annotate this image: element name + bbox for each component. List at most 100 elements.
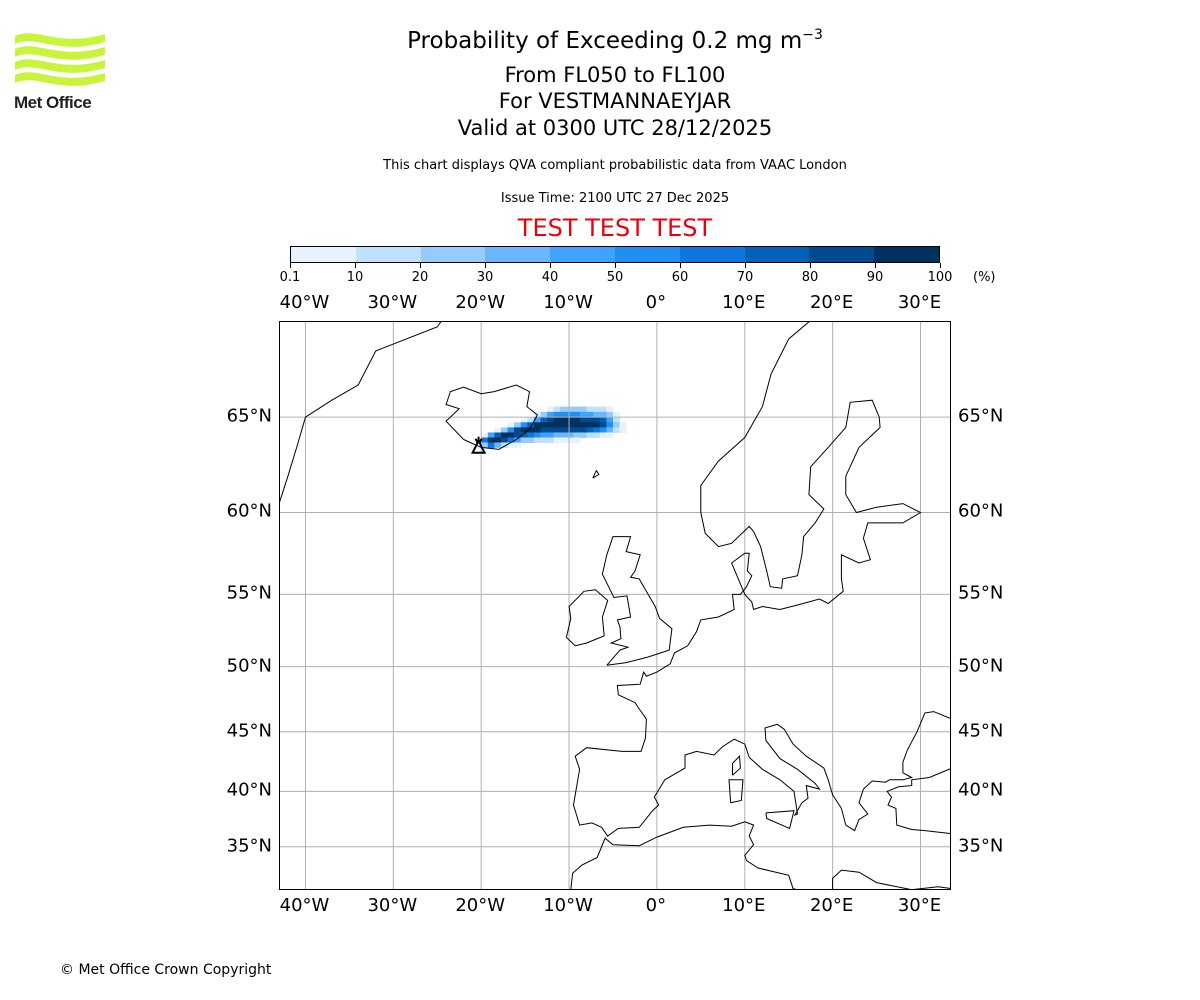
probability-cell — [560, 427, 568, 433]
probability-cell — [514, 427, 522, 433]
probability-cell — [547, 427, 555, 433]
lon-tick-label-bottom: 20°E — [809, 895, 854, 916]
colorbar-segment — [614, 247, 680, 262]
colorbar-segment — [874, 247, 939, 262]
lon-tick-label-top: 30°E — [897, 292, 942, 313]
probability-cell — [547, 422, 555, 428]
lon-tick-label-top: 30°W — [367, 292, 418, 313]
probability-cell — [606, 422, 614, 428]
probability-cell — [612, 427, 621, 433]
probability-cell — [573, 406, 581, 413]
map-canvas — [280, 322, 950, 889]
colorbar-tick — [549, 263, 551, 268]
colorbar-tick — [614, 263, 616, 268]
lon-tick-label-top: 20°W — [455, 292, 506, 313]
probability-cell — [566, 417, 574, 423]
coastline-iceland — [445, 384, 539, 450]
lon-tick-label-bottom: 10°W — [543, 895, 593, 916]
lat-tick-label-right: 35°N — [958, 835, 1004, 857]
probability-cell — [619, 427, 627, 433]
probability-cell — [500, 437, 509, 443]
colorbar-segment — [744, 247, 810, 262]
lat-tick-label-left: 65°N — [226, 405, 272, 427]
probability-cell — [553, 417, 561, 423]
lon-tick-label-bottom: 40°W — [279, 895, 330, 916]
colorbar-segment — [420, 247, 486, 262]
probability-cell — [612, 411, 621, 418]
probability-cell — [580, 427, 588, 433]
probability-cell — [533, 417, 542, 423]
probability-cell — [494, 442, 502, 448]
lat-tick-label-right: 60°N — [958, 500, 1004, 522]
probability-cell — [573, 427, 581, 433]
colorbar-tick-label: 10 — [346, 270, 364, 285]
coastline-europe — [572, 322, 950, 837]
probability-cell — [553, 427, 561, 433]
copyright: © Met Office Crown Copyright — [60, 962, 272, 978]
colorbar-tick — [874, 263, 876, 268]
probability-cell — [527, 437, 535, 443]
probability-cell — [593, 432, 601, 439]
probability-cell — [599, 417, 607, 423]
probability-cell — [540, 417, 548, 423]
lon-tick-label-top: 10°W — [543, 292, 593, 313]
probability-cell — [494, 427, 502, 433]
probability-cell — [514, 437, 522, 443]
colorbar-tick — [939, 263, 941, 268]
valid-time: Valid at 0300 UTC 28/12/2025 — [457, 116, 773, 140]
probability-cell — [560, 406, 568, 413]
colorbar-tick-label: 90 — [866, 270, 884, 285]
lat-tick-label-left: 40°N — [226, 779, 272, 801]
volcano-icon — [470, 436, 487, 454]
lat-tick-label-left: 60°N — [226, 500, 272, 522]
probability-cell — [586, 417, 594, 423]
probability-cell — [520, 417, 528, 423]
lon-tick-label-top: 40°W — [279, 292, 330, 313]
coastline-faroe — [592, 469, 600, 479]
coastline-sicily — [765, 810, 795, 830]
probability-cell — [560, 422, 568, 428]
coastline-africa — [570, 821, 950, 889]
probability-cell — [533, 437, 542, 443]
probability-cell — [560, 437, 568, 443]
colorbar-tick — [809, 263, 811, 268]
colorbar-segment — [809, 247, 875, 262]
probability-cell — [580, 406, 588, 413]
probability-cell — [580, 422, 588, 428]
probability-cell — [547, 437, 555, 443]
probability-cell — [593, 417, 601, 423]
issue-time: Issue Time: 2100 UTC 27 Dec 2025 — [500, 191, 730, 206]
probability-cell — [533, 432, 542, 439]
lat-tick-label-right: 55°N — [958, 582, 1004, 604]
colorbar-tick-label: 100 — [927, 270, 953, 285]
probability-cell — [487, 437, 495, 443]
probability-cell — [514, 422, 522, 428]
probability-cell — [540, 411, 548, 418]
probability-cell — [540, 432, 548, 439]
lon-tick-label-bottom: 30°W — [367, 895, 418, 916]
probability-cell — [566, 427, 574, 433]
title-text: Probability of Exceeding 0.2 mg m — [407, 28, 803, 54]
colorbar-tick-label: 60 — [671, 270, 689, 285]
probability-cell — [520, 422, 528, 428]
probability-cell — [553, 432, 561, 439]
probability-cell — [580, 411, 588, 418]
probability-cell — [547, 432, 555, 439]
probability-cell — [540, 427, 548, 433]
probability-cell — [580, 432, 588, 439]
probability-cell — [494, 437, 502, 443]
lat-tick-label-left: 45°N — [226, 720, 272, 742]
logo-wave — [15, 46, 105, 60]
colorbar-tick — [744, 263, 746, 268]
probability-cell — [606, 427, 614, 433]
lat-tick-label-right: 45°N — [958, 720, 1004, 742]
probability-cell — [612, 422, 621, 428]
probability-cell — [566, 437, 574, 443]
probability-cell — [619, 422, 627, 428]
lon-tick-label-top: 20°E — [809, 292, 854, 313]
probability-cell — [612, 417, 621, 423]
coastline-corsica — [732, 755, 741, 776]
colorbar-tick — [679, 263, 681, 268]
colorbar-unit: (%) — [973, 270, 996, 285]
lon-tick-label-bottom: 30°E — [897, 895, 942, 916]
